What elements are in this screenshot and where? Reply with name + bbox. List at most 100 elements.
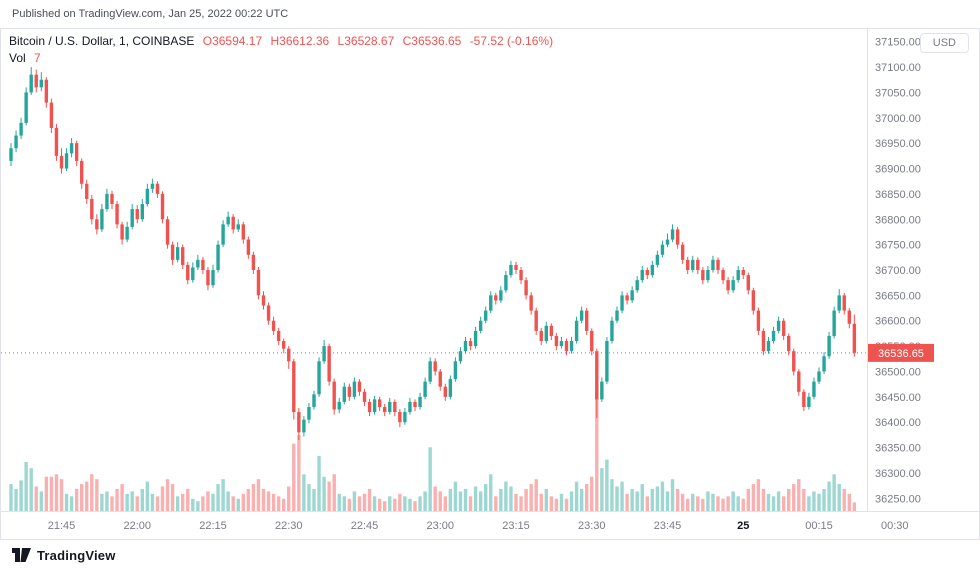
volume-bar: [19, 480, 23, 511]
volume-bar: [453, 481, 458, 511]
candle-body: [90, 198, 94, 220]
price-axis-label: 36700.00: [875, 265, 921, 277]
volume-bar: [175, 496, 180, 511]
volume-bar: [711, 493, 715, 511]
volume-bar: [686, 498, 690, 511]
volume-bar: [650, 488, 655, 511]
candle-body: [54, 127, 59, 156]
volume-bar: [837, 484, 841, 511]
volume-bar: [509, 486, 513, 511]
candle-body: [408, 401, 412, 413]
volume-bar: [181, 493, 185, 511]
candle-body: [448, 379, 453, 397]
candle-body: [271, 320, 276, 331]
candle-body: [85, 183, 89, 199]
volume-bar: [625, 493, 629, 511]
candle-body: [322, 346, 326, 362]
volume-bar: [675, 488, 680, 511]
volume-bar: [569, 491, 574, 511]
volume-bar: [276, 496, 281, 511]
price-axis-label: 36300.00: [875, 468, 921, 480]
currency-badge[interactable]: USD: [919, 33, 969, 53]
volume-bar: [443, 496, 447, 511]
volume-bar: [438, 491, 442, 511]
candle-body: [817, 371, 821, 382]
candle-body: [610, 320, 614, 342]
volume-bar: [691, 493, 695, 511]
volume-bar: [150, 493, 155, 511]
volume-bar: [670, 479, 675, 511]
candle-body: [393, 401, 397, 413]
volume-bar: [463, 488, 468, 511]
candle-body: [221, 224, 225, 245]
candle-body: [29, 74, 33, 93]
candle-body: [186, 264, 190, 281]
volume-bar: [287, 486, 291, 511]
candle-body: [49, 102, 54, 128]
volume-bar: [90, 474, 94, 511]
candle-body: [842, 295, 846, 311]
volume-bar: [766, 493, 771, 511]
candle-body: [362, 391, 367, 402]
candle-body: [696, 259, 700, 270]
candle-body: [761, 330, 766, 352]
candle-body: [372, 399, 377, 413]
candle-body: [342, 386, 346, 402]
candle-body: [357, 381, 362, 392]
volume-bar: [554, 498, 559, 511]
volume-bar: [595, 391, 599, 511]
candle-body: [484, 310, 488, 321]
candle-body: [130, 209, 134, 227]
candle-body: [433, 361, 437, 372]
candle-body: [585, 310, 589, 331]
volume-bar: [776, 491, 781, 511]
candle-body: [352, 381, 357, 397]
volume-bar: [261, 488, 266, 511]
volume-bar: [115, 488, 119, 511]
candle-body: [473, 330, 478, 347]
volume-bar: [630, 488, 634, 511]
volume-bar: [792, 484, 796, 511]
candle-body: [736, 270, 740, 281]
candle-body: [721, 270, 725, 281]
candle-body: [165, 219, 170, 245]
time-axis-label: 22:45: [351, 520, 379, 532]
candle-body: [802, 391, 806, 407]
candle-body: [377, 399, 382, 407]
candle-body: [423, 381, 427, 397]
price-axis-label: 36500.00: [875, 366, 921, 378]
tradingview-logo-icon[interactable]: [12, 547, 31, 563]
volume-bar: [706, 491, 710, 511]
volume-bar: [74, 488, 79, 511]
volume-bar: [130, 491, 134, 511]
price-axis-label: 37000.00: [875, 113, 921, 125]
candle-body: [64, 153, 69, 169]
candle-body: [701, 270, 705, 281]
price-chart[interactable]: 37150.00 37100.00 37050.00 37000.00 36950.00…: [1, 29, 979, 539]
volume-bar: [418, 496, 422, 511]
candle-body: [539, 330, 543, 342]
volume-bar: [64, 493, 69, 511]
candle-body: [443, 386, 447, 397]
candle-body: [625, 295, 629, 301]
tradingview-brand[interactable]: TradingView: [37, 547, 116, 563]
candle-body: [478, 320, 483, 331]
candle-body: [458, 351, 463, 362]
volume-bar: [812, 491, 816, 511]
volume-bar: [327, 481, 331, 511]
candle-body: [317, 361, 321, 395]
candle-body: [590, 330, 594, 352]
candle-body: [191, 267, 195, 281]
candle-body: [524, 280, 528, 296]
candle-body: [59, 155, 64, 169]
volume-bar: [489, 474, 493, 511]
candle-body: [569, 341, 574, 352]
volume-bar: [534, 479, 538, 511]
candle-body: [559, 341, 564, 347]
candle-body: [388, 401, 392, 413]
volume-bar: [468, 496, 473, 511]
volume-bar: [736, 496, 740, 511]
volume-bar: [579, 488, 584, 511]
volume-bar: [317, 455, 321, 511]
candle-body: [337, 401, 341, 410]
